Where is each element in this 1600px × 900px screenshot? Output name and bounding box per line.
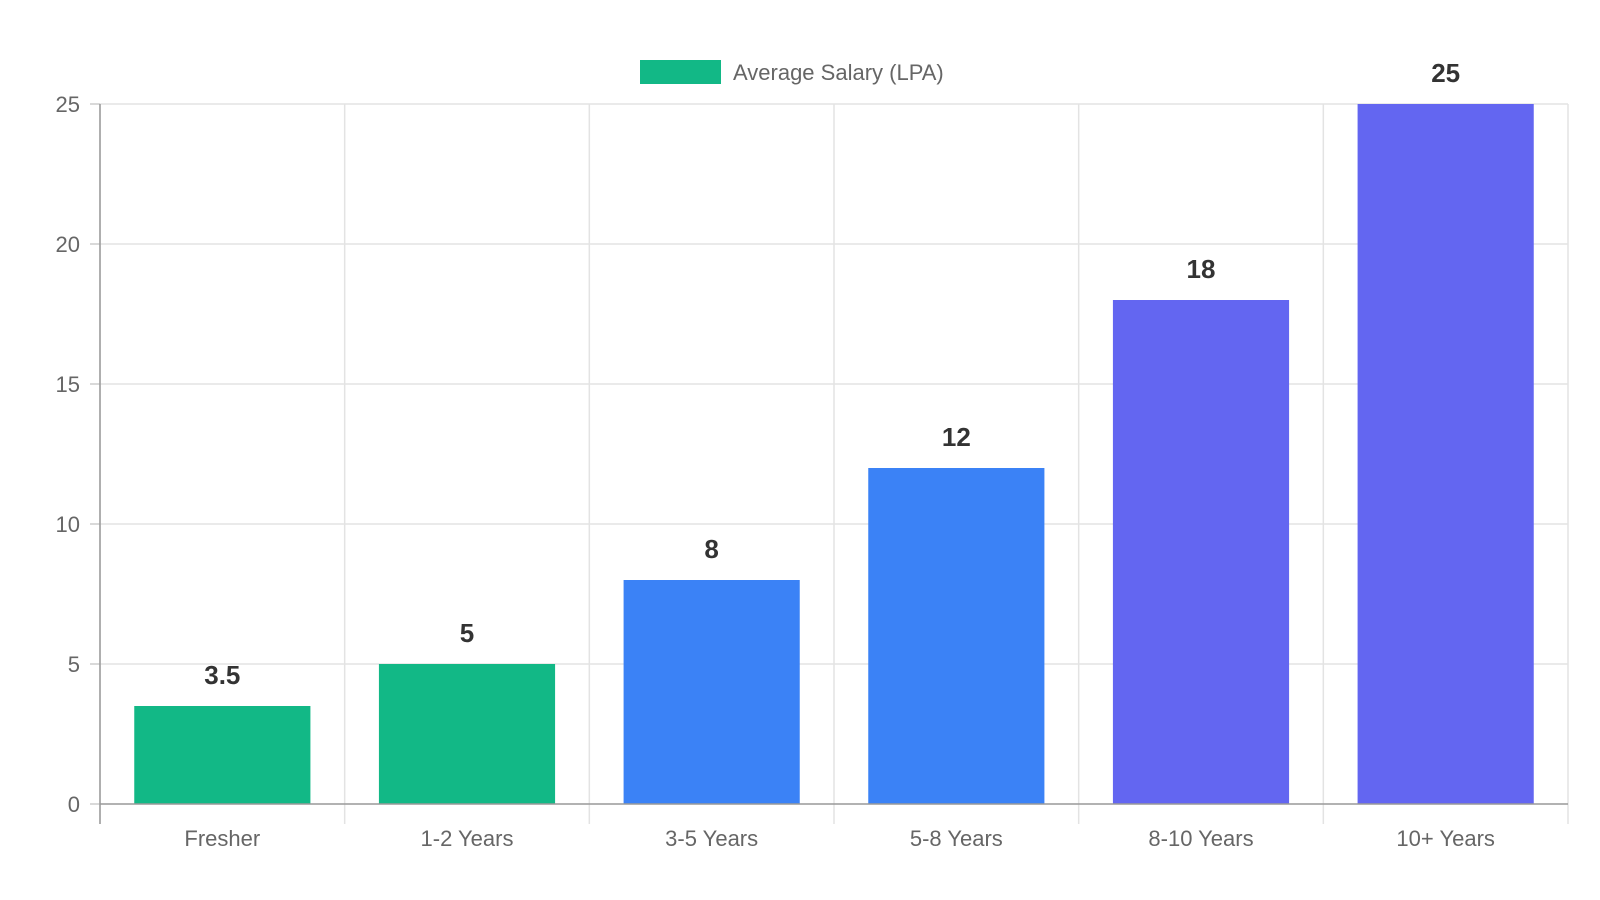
x-tick-label: Fresher bbox=[184, 826, 260, 851]
y-tick-label: 5 bbox=[68, 652, 80, 677]
bar[interactable] bbox=[623, 580, 800, 804]
legend[interactable]: Average Salary (LPA) bbox=[640, 60, 944, 85]
x-tick-label: 8-10 Years bbox=[1148, 826, 1253, 851]
y-tick-label: 15 bbox=[56, 372, 80, 397]
y-tick-label: 25 bbox=[56, 92, 80, 117]
grid bbox=[99, 103, 1569, 824]
axes: 0 5 10 15 20 25 Fresher 1-2 Years 3-5 Years 5-8 Y… bbox=[56, 92, 1568, 851]
bar-value-label: 18 bbox=[1187, 254, 1216, 284]
y-tick-label: 10 bbox=[56, 512, 80, 537]
x-tick-label: 1-2 Years bbox=[421, 826, 514, 851]
bar[interactable] bbox=[134, 706, 311, 804]
bar[interactable] bbox=[1112, 300, 1290, 804]
x-tick-label: 5-8 Years bbox=[910, 826, 1003, 851]
bar[interactable] bbox=[1357, 104, 1534, 804]
y-tick-label: 20 bbox=[56, 232, 80, 257]
bar-value-label: 25 bbox=[1431, 58, 1460, 88]
bar[interactable] bbox=[378, 664, 556, 804]
data-labels: 3.5 5 8 12 18 25 bbox=[204, 58, 1460, 690]
bar[interactable] bbox=[868, 468, 1045, 804]
bar-value-label: 8 bbox=[704, 534, 718, 564]
x-tick-label: 3-5 Years bbox=[665, 826, 758, 851]
bar-value-label: 12 bbox=[942, 422, 971, 452]
x-tick-label: 10+ Years bbox=[1396, 826, 1494, 851]
bar-value-label: 5 bbox=[460, 618, 474, 648]
bars bbox=[134, 104, 1534, 804]
y-tick-label: 0 bbox=[68, 792, 80, 817]
bar-value-label: 3.5 bbox=[204, 660, 240, 690]
legend-swatch bbox=[640, 60, 721, 84]
legend-label: Average Salary (LPA) bbox=[733, 60, 944, 85]
